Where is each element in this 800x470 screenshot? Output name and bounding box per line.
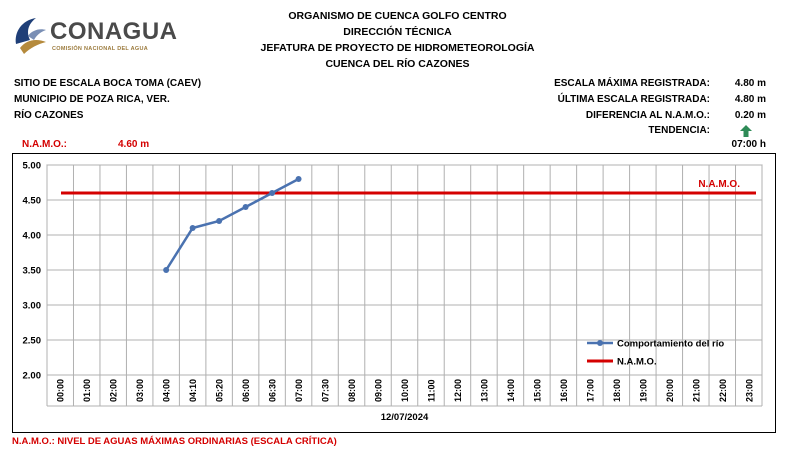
max-scale-label: ESCALA MÁXIMA REGISTRADA:	[554, 78, 710, 89]
legend-namo-label: N.A.M.O.	[617, 357, 657, 368]
y-tick-label: 2.00	[23, 371, 42, 382]
trend-label: TENDENCIA:	[648, 125, 710, 136]
x-tick-label: 03:00	[135, 379, 145, 402]
x-tick-label: 23:00	[744, 379, 754, 402]
header-line-4: CUENCA DEL RÍO CAZONES	[325, 58, 470, 70]
x-tick-label: 12:00	[453, 379, 463, 402]
river-level-point	[189, 225, 196, 231]
x-tick-label: 10:00	[400, 379, 410, 402]
namo-value: 4.60 m	[118, 139, 150, 150]
x-tick-label: 11:00	[426, 379, 436, 402]
x-tick-label: 06:00	[241, 379, 251, 402]
namo-diff-label: DIFERENCIA AL N.A.M.O.:	[585, 110, 710, 121]
x-tick-label: 05:20	[215, 379, 225, 402]
last-scale-value: 4.80 m	[734, 94, 766, 105]
x-tick-label: 07:00	[294, 379, 304, 402]
header-line-3: JEFATURA DE PROYECTO DE HIDROMETEOROLOGÍ…	[260, 42, 535, 54]
x-tick-label: 08:00	[347, 379, 357, 402]
y-tick-label: 5.00	[23, 161, 42, 172]
x-tick-label: 22:00	[718, 379, 728, 402]
last-reading-time: 07:00 h	[731, 139, 766, 150]
y-tick-label: 4.00	[23, 231, 42, 242]
x-tick-label: 13:00	[479, 379, 489, 402]
footer-note: N.A.M.O.: NIVEL DE AGUAS MÁXIMAS ORDINAR…	[12, 436, 337, 447]
x-tick-label: 00:00	[56, 379, 66, 402]
x-tick-label: 01:00	[82, 379, 92, 402]
x-tick-label: 17:00	[585, 379, 595, 402]
x-tick-label: 21:00	[691, 379, 701, 402]
logo-name: CONAGUA	[50, 18, 178, 45]
x-tick-label: 02:00	[109, 379, 119, 402]
x-axis-label: 12/07/2024	[381, 412, 429, 423]
x-tick-label: 18:00	[612, 379, 622, 402]
legend-river-label: Comportamiento del río	[617, 339, 724, 350]
site-municipality: MUNICIPIO DE POZA RICA, VER.	[14, 94, 170, 105]
x-tick-label: 09:00	[374, 379, 384, 402]
x-tick-label: 04:10	[188, 379, 198, 402]
y-tick-label: 3.00	[23, 301, 42, 312]
y-tick-label: 2.50	[23, 336, 42, 347]
header-line-2: DIRECCIÓN TÉCNICA	[343, 26, 452, 38]
logo-subtitle: COMISIÓN NACIONAL DEL AGUA	[52, 46, 149, 52]
river-level-point	[269, 190, 276, 196]
x-tick-label: 20:00	[665, 379, 675, 402]
site-name: SITIO DE ESCALA BOCA TOMA (CAEV)	[14, 78, 202, 89]
namo-label: N.A.M.O.:	[22, 139, 67, 150]
conagua-eagle-icon	[15, 18, 46, 54]
x-tick-label: 15:00	[532, 379, 542, 402]
x-tick-label: 06:30	[268, 379, 278, 402]
river-level-point	[242, 204, 249, 210]
y-tick-label: 3.50	[23, 266, 42, 277]
y-tick-label: 4.50	[23, 196, 42, 207]
chart-frame: 2.00 2.50 3.00 3.50 4.00 4.50 5.00 00:00 01:00 02…	[12, 153, 776, 433]
water-level-chart: 2.00 2.50 3.00 3.50 4.00 4.50 5.00 00:00 01:00 02…	[23, 161, 763, 423]
namo-line-label: N.A.M.O.	[698, 179, 740, 190]
last-scale-label: ÚLTIMA ESCALA REGISTRADA:	[557, 94, 710, 105]
namo-diff-value: 0.20 m	[734, 110, 766, 121]
river-level-line	[165, 177, 300, 271]
max-scale-value: 4.80 m	[734, 78, 766, 89]
x-tick-label: 16:00	[559, 379, 569, 402]
legend-river-marker	[597, 340, 603, 346]
river-level-point	[163, 267, 170, 273]
site-river: RÍO CAZONES	[14, 110, 84, 121]
x-tick-label: 14:00	[506, 379, 516, 402]
x-tick-label: 04:00	[162, 379, 172, 402]
x-tick-label: 07:30	[321, 379, 331, 402]
river-level-point	[295, 176, 302, 182]
x-tick-label: 19:00	[638, 379, 648, 402]
river-level-point	[216, 218, 223, 224]
conagua-logo: CONAGUA COMISIÓN NACIONAL DEL AGUA	[12, 14, 187, 58]
header-line-1: ORGANISMO DE CUENCA GOLFO CENTRO	[288, 10, 507, 22]
arrow-up-icon	[740, 125, 752, 137]
